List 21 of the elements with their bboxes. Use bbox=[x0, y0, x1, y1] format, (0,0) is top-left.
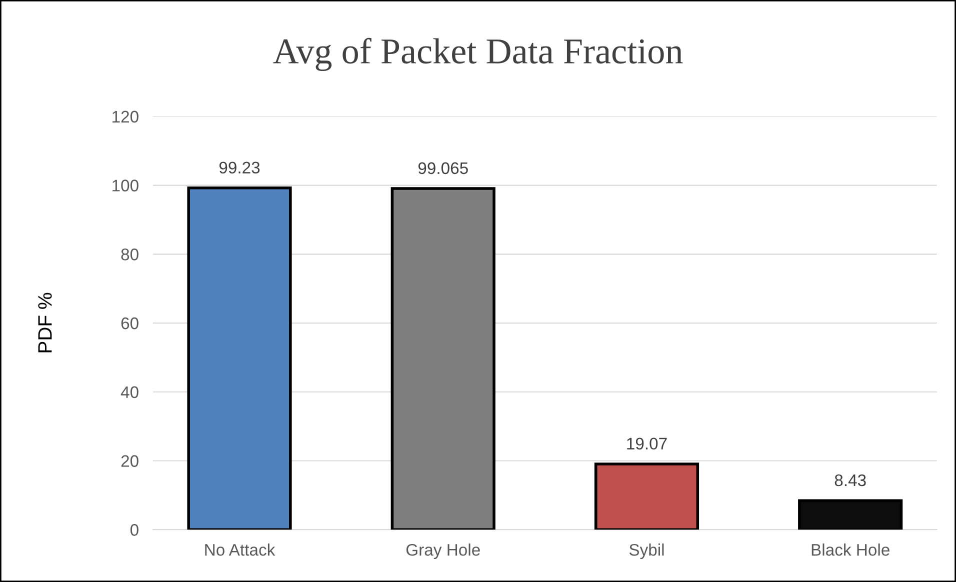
y-tick-label: 60 bbox=[121, 317, 138, 330]
x-tick-label: Sybil bbox=[629, 544, 664, 560]
y-tick-label: 100 bbox=[112, 180, 138, 192]
data-label: 99.23 bbox=[219, 162, 260, 174]
bar bbox=[594, 462, 700, 530]
y-tick-label: 80 bbox=[121, 248, 138, 260]
y-tick-label: 0 bbox=[130, 524, 138, 536]
x-tick-label: Gray Hole bbox=[406, 544, 480, 560]
y-tick-label: 40 bbox=[120, 386, 138, 398]
data-label: 8.43 bbox=[834, 474, 866, 486]
bar bbox=[187, 186, 292, 530]
data-label: 19.07 bbox=[627, 438, 667, 450]
chart-title: Avg of Packet Data Fraction bbox=[273, 38, 683, 72]
y-axis-title: PDF % bbox=[38, 292, 52, 352]
x-tick-label: Black Hole bbox=[812, 544, 890, 556]
bar bbox=[798, 499, 903, 530]
bar bbox=[390, 187, 496, 530]
x-tick-label: No Attack bbox=[205, 544, 276, 556]
y-tick-label: 20 bbox=[121, 455, 138, 467]
data-label: 99.065 bbox=[418, 162, 468, 174]
y-tick-label: 120 bbox=[112, 110, 138, 123]
